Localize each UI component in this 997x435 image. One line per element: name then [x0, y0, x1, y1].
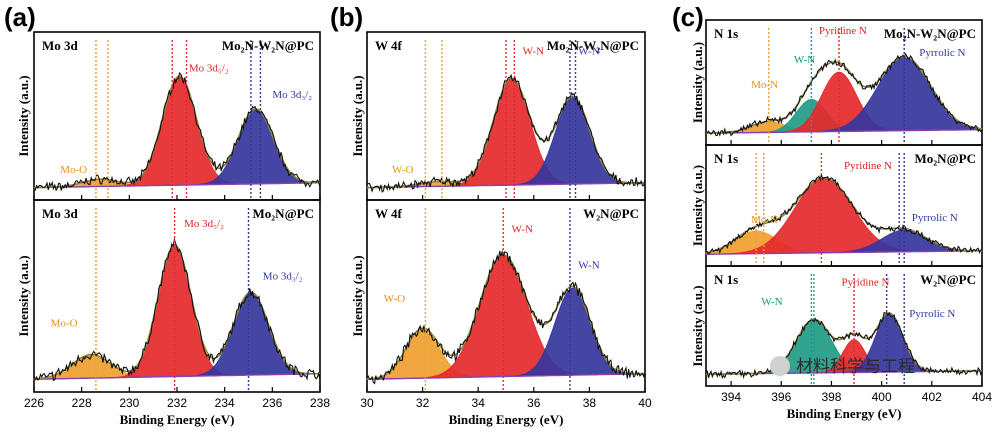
core-level-label: Mo 3d	[42, 206, 79, 221]
raw-data-line	[366, 249, 646, 385]
x-tick-label: 34	[472, 396, 486, 410]
core-level-label: W 4f	[375, 206, 403, 221]
subplot-1: Intensity (a.u.) N 1s Mo₂N@PC Mo-N Pyridine …	[690, 144, 983, 267]
peak-label: W-N	[578, 260, 599, 272]
y-axis-label: Intensity (a.u.)	[350, 75, 365, 156]
watermark-icon	[770, 356, 790, 376]
peak-label: Pyridine N	[841, 276, 889, 288]
x-tick-label: 232	[167, 396, 187, 410]
x-tick-label: 238	[310, 396, 330, 410]
peak-label: W-N	[512, 224, 533, 236]
peak-label: W-O	[384, 293, 405, 305]
x-tick-label: 38	[583, 396, 597, 410]
sample-label: W₂N@PC	[920, 272, 976, 287]
baseline-line	[366, 373, 646, 380]
panel-label: (c)	[672, 2, 704, 32]
raw-data-line	[705, 311, 983, 380]
y-axis-label: Intensity (a.u.)	[690, 42, 705, 123]
plot-frame	[366, 199, 646, 393]
core-level-label: Mo 3d	[42, 38, 79, 53]
x-tick-label: 228	[72, 396, 92, 410]
plot-frame	[705, 265, 983, 387]
sample-label: Mo₂N-W₂N@PC	[222, 38, 314, 53]
core-level-label: N 1s	[714, 151, 738, 166]
peak-label: Pyrrolic N	[919, 47, 965, 59]
baseline-line	[705, 250, 983, 255]
peak-label: W-N	[578, 46, 599, 58]
peak-label: W-N	[794, 54, 815, 66]
watermark: 材料科学与工程	[770, 356, 915, 377]
panel-label: (a)	[4, 2, 36, 32]
subplot-1: Intensity (a.u.) W 4f W₂N@PC W-O W-N W-N	[350, 199, 646, 393]
subplot-0: Intensity (a.u.) N 1s Mo₂N-W₂N@PC Mo-N W-N Py…	[690, 19, 983, 146]
panel-1: (b) Intensity (a.u.) W 4f Mo₂N-W₂N@PC W-O W-N…	[330, 2, 652, 427]
baseline-line	[33, 182, 321, 189]
x-tick-label: 32	[416, 396, 430, 410]
y-axis-label: Intensity (a.u.)	[16, 75, 31, 156]
x-tick-label: 230	[119, 396, 139, 410]
x-tick-label: 234	[215, 396, 235, 410]
x-tick-label: 30	[360, 396, 374, 410]
sample-label: Mo₂N-W₂N@PC	[547, 38, 639, 53]
sample-label: W₂N@PC	[583, 206, 639, 221]
panel-label: (b)	[330, 2, 363, 32]
peak-label: W-O	[392, 164, 413, 176]
sample-label: Mo₂N-W₂N@PC	[884, 26, 976, 41]
peak-label: Mo 3d₅/₂	[189, 62, 229, 74]
baseline-line	[705, 128, 983, 134]
x-tick-label: 40	[638, 396, 652, 410]
panel-2: (c) Intensity (a.u.) N 1s Mo₂N-W₂N@PC Mo-N W-…	[672, 2, 992, 421]
raw-data-line	[705, 52, 983, 137]
peak-label: Mo-N	[751, 214, 778, 226]
envelope-line	[33, 75, 320, 189]
core-level-label: N 1s	[714, 272, 738, 287]
peak-label: W-N	[761, 296, 782, 308]
baseline-line	[33, 373, 321, 380]
x-axis-label: Binding Energy (eV)	[449, 412, 564, 427]
subplot-0: Intensity (a.u.) Mo 3d Mo₂N-W₂N@PC Mo-O Mo 3…	[16, 31, 321, 201]
peak-label: Mo-N	[751, 79, 778, 91]
peak-label: Mo 3d₃/₂	[272, 89, 312, 101]
y-axis-label: Intensity (a.u.)	[690, 285, 705, 366]
peak-label: Pyridine N	[819, 25, 867, 37]
subplot-1: Intensity (a.u.) Mo 3d Mo₂N@PC Mo-O Mo 3d₅/₂…	[16, 199, 321, 393]
envelope-line	[367, 253, 645, 380]
subplot-0: Intensity (a.u.) W 4f Mo₂N-W₂N@PC W-O W-N W-N	[350, 31, 646, 201]
raw-data-line	[33, 71, 321, 192]
y-axis-label: Intensity (a.u.)	[690, 165, 705, 246]
x-tick-label: 400	[872, 390, 892, 404]
sample-label: Mo₂N@PC	[253, 206, 314, 221]
x-tick-label: 404	[972, 390, 992, 404]
core-level-label: W 4f	[375, 38, 403, 53]
x-axis-label: Binding Energy (eV)	[787, 406, 902, 421]
peak-label: Mo-O	[51, 318, 78, 330]
raw-data-line	[33, 237, 321, 382]
peak-label: W-N	[523, 46, 544, 58]
x-tick-label: 396	[771, 390, 791, 404]
x-axis-label: Binding Energy (eV)	[120, 412, 235, 427]
peak-label: Mo 3d₅/₂	[184, 218, 224, 230]
watermark-text: 材料科学与工程	[796, 357, 915, 377]
peak-label: Pyrrolic N	[912, 212, 958, 224]
sample-label: Mo₂N@PC	[915, 151, 976, 166]
x-tick-label: 236	[262, 396, 282, 410]
peak-label: Pyrrolic N	[909, 308, 955, 320]
peak-label: Mo 3d₃/₂	[263, 271, 303, 283]
y-axis-label: Intensity (a.u.)	[16, 255, 31, 336]
panel-0: (a) Intensity (a.u.) Mo 3d Mo₂N-W₂N@PC Mo-O M…	[4, 2, 330, 427]
raw-data-line	[705, 172, 983, 255]
peak-label: Pyridine N	[844, 160, 892, 172]
x-tick-label: 226	[24, 396, 44, 410]
x-tick-label: 402	[922, 390, 942, 404]
x-tick-label: 398	[821, 390, 841, 404]
core-level-label: N 1s	[714, 26, 738, 41]
peak-label: Mo-O	[60, 164, 87, 176]
x-tick-label: 36	[527, 396, 541, 410]
subplot-2: Intensity (a.u.) N 1s W₂N@PC W-N Pyridine N P…	[690, 265, 983, 387]
x-tick-label: 394	[721, 390, 741, 404]
y-axis-label: Intensity (a.u.)	[350, 255, 365, 336]
